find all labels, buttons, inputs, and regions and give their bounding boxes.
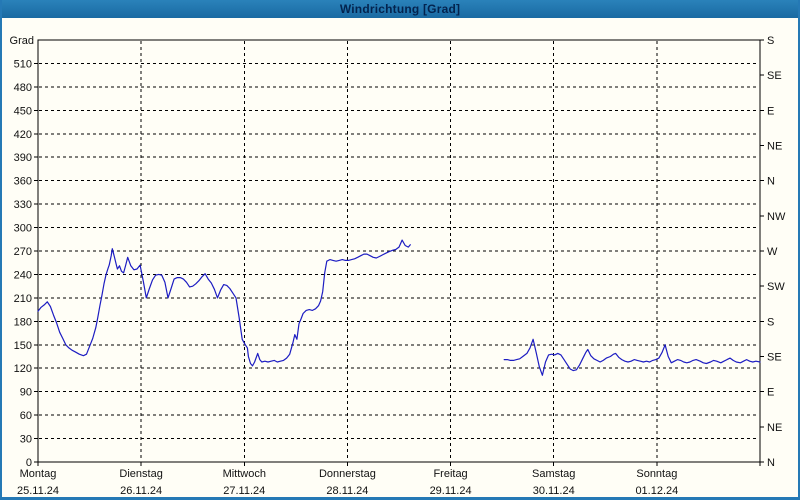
y-right-compass-label: NW: [767, 211, 786, 223]
y-left-tick-label: 210: [14, 293, 32, 305]
x-day-label: Dienstag: [119, 468, 162, 480]
x-date-label: 01.12.24: [635, 485, 678, 497]
y-left-tick-label: 510: [14, 58, 32, 70]
y-left-tick-label: 480: [14, 82, 32, 94]
y-right-compass-label: NE: [767, 422, 782, 434]
y-left-tick-label: 120: [14, 363, 32, 375]
x-day-label: Donnerstag: [319, 468, 376, 480]
y-left-tick-label: 90: [20, 387, 32, 399]
window-title: Windrichtung [Grad]: [339, 2, 461, 16]
y-left-tick-label: 0: [26, 457, 32, 469]
y-left-tick-label: 330: [14, 199, 32, 211]
y-left-tick-label: 360: [14, 176, 32, 188]
y-left-tick-label: 180: [14, 316, 32, 328]
x-day-label: Sonntag: [636, 468, 677, 480]
y-left-tick-label: 420: [14, 129, 32, 141]
x-date-label: 27.11.24: [223, 485, 265, 497]
x-day-label: Mittwoch: [223, 468, 266, 480]
y-left-tick-label: 60: [20, 410, 32, 422]
x-day-label: Samstag: [532, 468, 575, 480]
y-right-compass-label: SW: [767, 281, 785, 293]
y-right-compass-label: N: [767, 457, 775, 469]
y-left-tick-label: 450: [14, 105, 32, 117]
y-left-tick-label: 240: [14, 269, 32, 281]
y-right-compass-label: S: [767, 316, 774, 328]
y-left-tick-label: 300: [14, 223, 32, 235]
y-left-tick-label: 150: [14, 340, 32, 352]
y-axis-unit-label: Grad: [10, 35, 34, 47]
wind-direction-line: [37, 239, 411, 367]
y-right-compass-label: SE: [767, 352, 782, 364]
y-right-compass-label: SE: [767, 70, 782, 82]
y-right-compass-label: S: [767, 35, 774, 47]
x-date-label: 26.11.24: [120, 485, 162, 497]
y-right-compass-label: E: [767, 387, 774, 399]
x-date-label: 30.11.24: [533, 485, 575, 497]
y-left-tick-label: 30: [20, 434, 32, 446]
y-right-compass-label: NE: [767, 141, 782, 153]
x-date-label: 25.11.24: [17, 485, 59, 497]
y-right-compass-label: W: [767, 246, 778, 258]
y-right-compass-label: E: [767, 105, 774, 117]
x-date-label: 28.11.24: [326, 485, 368, 497]
y-left-tick-label: 390: [14, 152, 32, 164]
y-left-tick-label: 270: [14, 246, 32, 258]
x-day-label: Montag: [20, 468, 57, 480]
x-day-label: Freitag: [433, 468, 467, 480]
y-right-compass-label: N: [767, 176, 775, 188]
x-date-label: 29.11.24: [430, 485, 472, 497]
wind-direction-line: [503, 338, 761, 376]
window-title-bar: Windrichtung [Grad]: [0, 0, 800, 18]
wind-direction-chart: 0 30 60 90 120 150 180 210 240 270 300 330 360 390 420…: [10, 35, 786, 497]
